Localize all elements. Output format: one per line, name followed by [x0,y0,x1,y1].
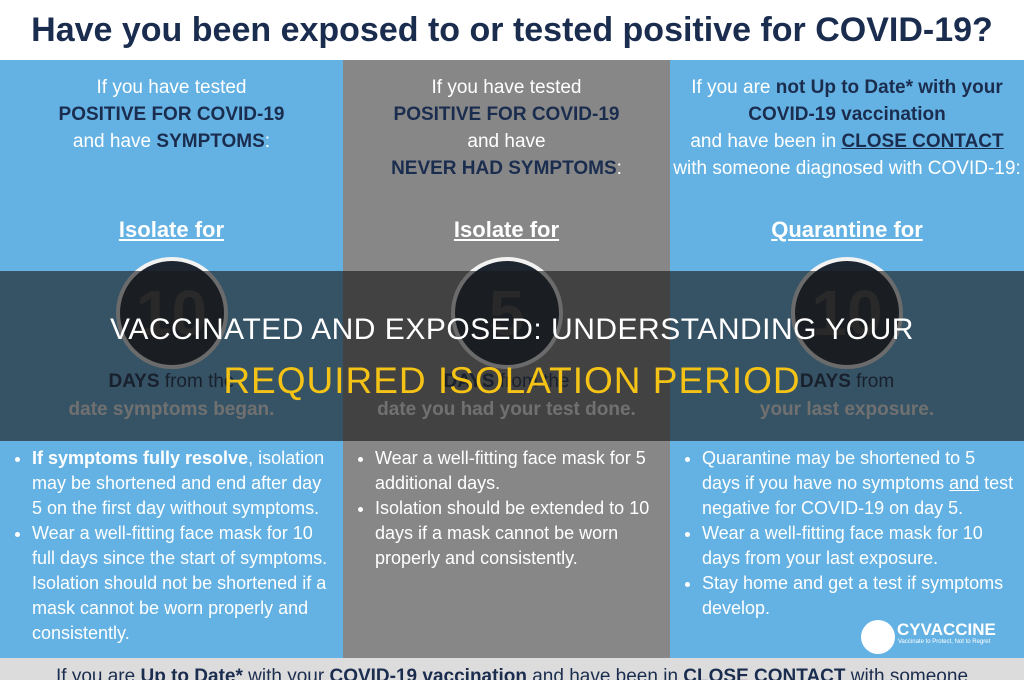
heading: Isolate for [453,217,560,242]
bullets: If symptoms fully resolve, isolation may… [10,446,335,646]
intro-line: If you have tested [0,74,343,101]
heading: Isolate for [118,217,225,242]
intro-line: COVID-19 vaccination [670,101,1024,128]
text: Wear a well-fitting face mask for 10 day… [702,523,983,568]
text: : [264,131,271,152]
text: NEVER HAD SYMPTOMS [391,158,617,179]
text: test negative for COVID-19 on day 5. [702,473,1014,518]
logo-icon [861,620,895,654]
text: Wear a well-fitting face mask for 5 addi… [375,448,646,493]
intro: If you have tested POSITIVE FOR COVID-19 a… [343,74,670,182]
intro: If you are not Up to Date* with your COVI… [670,74,1024,182]
logo-tagline: Vaccinate to Protect, Not to Regret [898,639,991,645]
text: and [949,473,980,493]
text: with your [242,666,330,680]
bullet: Stay home and get a test if symptoms dev… [702,571,1016,621]
text: Up to Date* [140,666,243,680]
text: and have [467,131,546,152]
bullets: Wear a well-fitting face mask for 5 addi… [353,446,662,571]
bullet: Isolation should be extended to 10 days … [375,496,662,571]
text: with someone [845,666,969,680]
overlay [0,271,1024,441]
text: not Up to Date* with your [775,77,1003,98]
intro-line: and have SYMPTOMS: [0,128,343,155]
bullets: Quarantine may be shortened to 5 days if… [680,446,1016,621]
footer-text: If you are Up to Date* with your COVID-1… [0,666,1024,680]
text: Stay home and get a test if symptoms dev… [702,573,1004,618]
footer: If you are Up to Date* with your COVID-1… [0,658,1024,680]
intro-line: If you have tested [343,74,670,101]
text: : [616,158,622,179]
text: POSITIVE FOR COVID-19 [58,104,285,125]
heading: Quarantine for [771,217,923,242]
text: If you have tested [431,77,582,98]
text: If you are [55,666,141,680]
text: Isolation should be extended to 10 days … [375,498,650,568]
text: CLOSE CONTACT [683,666,846,680]
text: and have [72,131,157,152]
intro-line: and have [343,128,670,155]
intro-line: NEVER HAD SYMPTOMS: [343,155,670,182]
title: Have you been exposed to or tested posit… [31,11,993,49]
text: POSITIVE FOR COVID-19 [393,104,620,125]
bullet: Wear a well-fitting face mask for 10 day… [702,521,1016,571]
bullet: Quarantine may be shortened to 5 days if… [702,446,1016,521]
intro-line: and have been in CLOSE CONTACT [670,128,1024,155]
text: If you are [691,77,776,98]
text: SYMPTOMS [156,131,265,152]
text: and have been in [526,666,684,680]
text: with someone diagnosed with COVID-19: [673,158,1021,179]
overlay-line2: REQUIRED ISOLATION PERIOD [223,360,801,401]
intro: If you have tested POSITIVE FOR COVID-19 a… [0,74,343,155]
text: COVID-19 vaccination [748,104,946,125]
text: Quarantine may be shortened to 5 days if… [702,448,976,493]
bullet: Wear a well-fitting face mask for 5 addi… [375,446,662,496]
text: and have been in [690,131,842,152]
intro-line: POSITIVE FOR COVID-19 [343,101,670,128]
text: Wear a well-fitting face mask for 10 ful… [32,523,328,643]
text: CLOSE CONTACT [841,131,1004,152]
bullet: Wear a well-fitting face mask for 10 ful… [32,521,335,646]
overlay-line1: VACCINATED AND EXPOSED: UNDERSTANDING YO… [110,313,914,346]
logo-name: CYVACCINE [897,620,996,639]
intro-line: POSITIVE FOR COVID-19 [0,101,343,128]
text: If symptoms fully resolve [32,448,249,468]
intro-line: with someone diagnosed with COVID-19: [670,155,1024,182]
text: If you have tested [96,77,247,98]
text: COVID-19 vaccination [329,666,527,680]
text: , isolation may be shortened and end aft… [32,448,325,518]
intro-line: If you are not Up to Date* with your [670,74,1024,101]
bullet: If symptoms fully resolve, isolation may… [32,446,335,521]
